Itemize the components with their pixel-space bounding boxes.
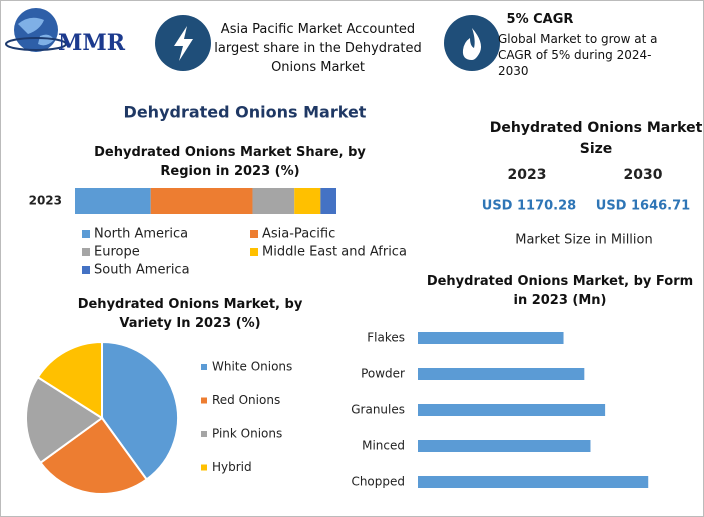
bar-segment xyxy=(150,188,253,214)
y-tick-label: Minced xyxy=(362,439,405,453)
bar-segment xyxy=(252,188,295,214)
bar xyxy=(418,440,591,452)
legend-swatch xyxy=(201,397,207,404)
size-year: 2030 xyxy=(624,167,663,183)
legend-label: White Onions xyxy=(212,360,292,374)
legend-swatch xyxy=(250,248,258,256)
chart-title: Dehydrated Onions Market, by Form in 202… xyxy=(426,274,694,308)
legend-label: Hybrid xyxy=(212,460,252,474)
legend-label: Pink Onions xyxy=(212,427,282,441)
legend-label: Red Onions xyxy=(212,393,280,407)
legend-label: Europe xyxy=(94,245,140,260)
y-tick-label: Flakes xyxy=(367,331,405,345)
legend-swatch xyxy=(201,431,207,437)
main-title: Dehydrated Onions Market xyxy=(124,103,367,122)
legend-swatch xyxy=(82,266,90,274)
bar xyxy=(418,368,585,380)
pie-slice xyxy=(39,416,149,495)
legend-swatch xyxy=(201,464,207,471)
legend-label: North America xyxy=(94,227,188,242)
info-text: Global Market to grow at a CAGR of 5% du… xyxy=(498,32,658,78)
bar xyxy=(418,476,649,488)
size-title: Dehydrated Onions Market Size xyxy=(489,120,703,157)
pie-slice xyxy=(36,340,103,420)
pie-slice xyxy=(25,375,104,465)
y-tick-label: Granules xyxy=(351,403,405,417)
chart-title: Dehydrated Onions Market Share, by Regio… xyxy=(94,145,366,179)
legend-swatch xyxy=(82,248,90,256)
bar-segment xyxy=(75,188,151,214)
pie-slice xyxy=(101,340,179,481)
info-text: Asia Pacific Market Accounted largest sh… xyxy=(214,22,422,75)
legend-swatch xyxy=(82,230,90,238)
bar-segment xyxy=(320,188,336,214)
bar-segment xyxy=(294,188,321,214)
size-note: Market Size in Million xyxy=(515,233,652,248)
chart-title: Dehydrated Onions Market, by Variety In … xyxy=(77,297,303,331)
logo-ring xyxy=(5,37,67,51)
legend-label: Middle East and Africa xyxy=(262,245,407,260)
bar xyxy=(418,404,606,416)
info-title: 5% CAGR xyxy=(506,12,574,27)
icon-flame-bg xyxy=(444,15,500,71)
legend-label: South America xyxy=(94,263,190,278)
size-value: USD 1646.71 xyxy=(596,199,690,214)
legend-label: Asia-Pacific xyxy=(262,227,335,242)
size-value: USD 1170.28 xyxy=(482,199,576,214)
icon-bolt xyxy=(174,26,193,61)
legend-swatch xyxy=(201,364,207,370)
icon-flame xyxy=(462,28,481,60)
y-tick-label: Powder xyxy=(361,367,405,381)
y-tick-label: 2023 xyxy=(29,194,62,208)
logo-text: MMR xyxy=(58,30,126,56)
size-year: 2023 xyxy=(508,167,547,183)
y-tick-label: Chopped xyxy=(351,475,405,489)
bar xyxy=(418,332,564,344)
legend-swatch xyxy=(250,230,258,238)
